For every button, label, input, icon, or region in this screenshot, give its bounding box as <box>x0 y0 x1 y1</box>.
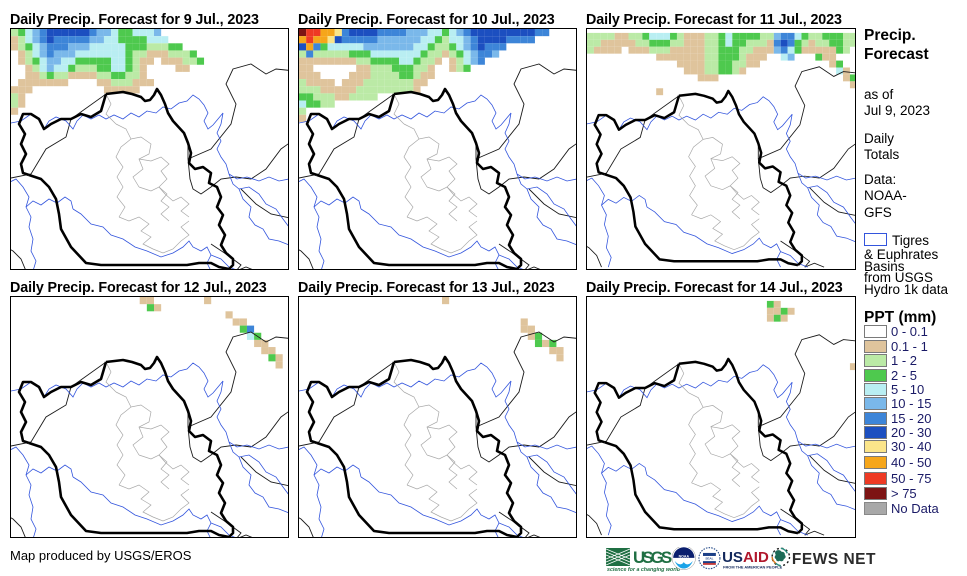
svg-text:USAID: USAID <box>722 549 769 566</box>
svg-text:science for a changing world: science for a changing world <box>607 567 681 573</box>
svg-text:FEWS NET: FEWS NET <box>792 551 876 568</box>
svg-text:NOAA: NOAA <box>679 554 690 558</box>
svg-text:SEAL: SEAL <box>705 557 713 561</box>
svg-text:FROM THE AMERICAN PEOPLE: FROM THE AMERICAN PEOPLE <box>723 565 782 570</box>
svg-text:USGS: USGS <box>633 548 672 567</box>
